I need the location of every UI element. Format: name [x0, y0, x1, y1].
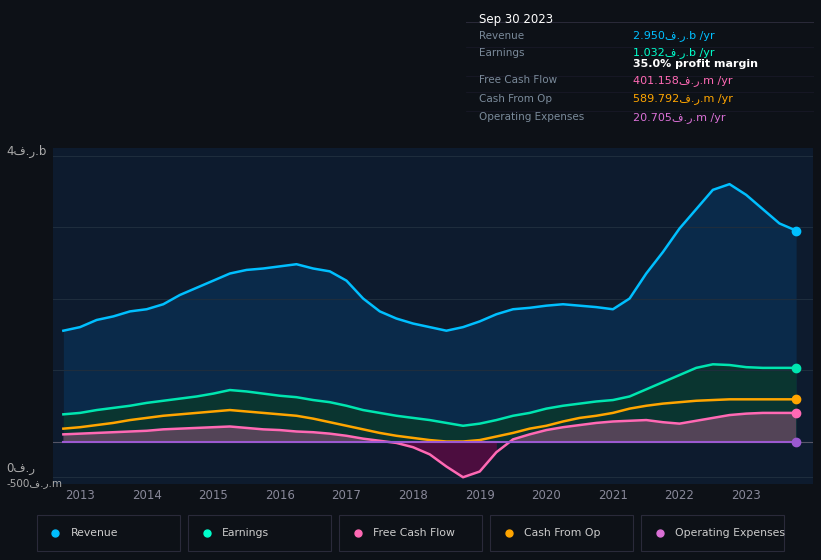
Bar — [490, 515, 633, 552]
Text: 0ف.ر: 0ف.ر — [7, 462, 35, 475]
Bar — [37, 515, 180, 552]
Text: Sep 30 2023: Sep 30 2023 — [479, 13, 553, 26]
Text: 35.0% profit margin: 35.0% profit margin — [633, 59, 758, 69]
Text: Cash From Op: Cash From Op — [479, 94, 553, 104]
Text: 401.158ف.ر.m /yr: 401.158ف.ر.m /yr — [633, 74, 732, 86]
Bar — [188, 515, 331, 552]
Text: Revenue: Revenue — [479, 30, 525, 40]
Bar — [641, 515, 784, 552]
Text: Earnings: Earnings — [222, 529, 268, 538]
Text: Revenue: Revenue — [71, 529, 118, 538]
Bar — [339, 515, 482, 552]
Text: Cash From Op: Cash From Op — [524, 529, 600, 538]
Text: 589.792ف.ر.m /yr: 589.792ف.ر.m /yr — [633, 93, 733, 104]
Text: Free Cash Flow: Free Cash Flow — [373, 529, 455, 538]
Text: Operating Expenses: Operating Expenses — [675, 529, 785, 538]
Text: 20.705ف.ر.m /yr: 20.705ف.ر.m /yr — [633, 111, 726, 123]
Text: 2.950ف.ر.b /yr: 2.950ف.ر.b /yr — [633, 30, 714, 41]
Text: Free Cash Flow: Free Cash Flow — [479, 75, 557, 85]
Text: -500ف.ر.m: -500ف.ر.m — [7, 478, 62, 488]
Text: Operating Expenses: Operating Expenses — [479, 112, 585, 122]
Text: Earnings: Earnings — [479, 48, 525, 58]
Text: 4ف.ر.b: 4ف.ر.b — [7, 144, 47, 158]
Text: 1.032ف.ر.b /yr: 1.032ف.ر.b /yr — [633, 47, 714, 58]
